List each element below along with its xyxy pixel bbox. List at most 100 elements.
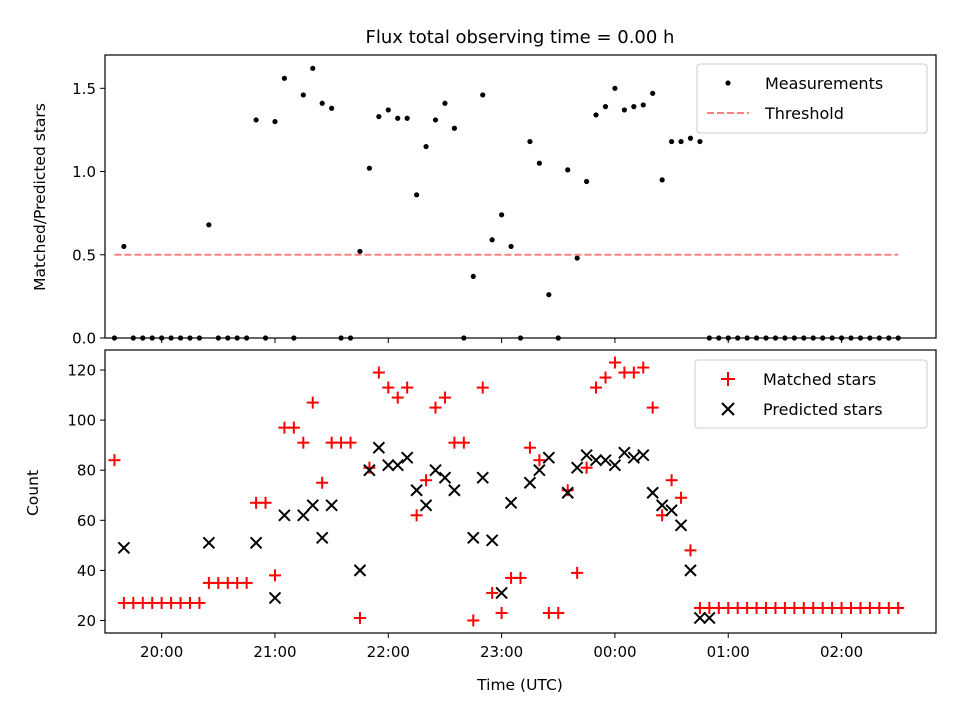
- measurement-point: [281, 75, 288, 81]
- predicted-stars-point: [655, 499, 669, 512]
- top-y-tick-label: 1.5: [72, 80, 96, 98]
- predicted-stars-point: [278, 509, 291, 522]
- measurement-point: [612, 85, 618, 91]
- measurement-point: [206, 222, 212, 228]
- bottom-plot-marks: [108, 356, 905, 627]
- legend-matched-label: Matched stars: [763, 370, 876, 389]
- measurement-point: [621, 107, 627, 113]
- matched-stars-point: [287, 421, 300, 434]
- matched-stars-point: [391, 391, 404, 404]
- top-panel: Matched/Predicted stars 0.0 0.5 1.0 1.5 Mea…: [31, 54, 937, 348]
- legend-predicted-marker: [721, 402, 735, 416]
- predicted-stars-point: [618, 446, 631, 459]
- measurement-point: [659, 177, 665, 183]
- predicted-stars-point: [495, 586, 508, 600]
- matched-stars-point: [646, 401, 659, 414]
- bottom-x-ticks: 20:00 21:00 22:00 23:00 00:00 01:00 02:00: [140, 633, 863, 661]
- predicted-stars-point: [325, 499, 338, 512]
- predicted-stars-point: [438, 471, 452, 484]
- measurement-point: [650, 90, 656, 96]
- measurement-point: [687, 135, 694, 141]
- predicted-stars-point: [608, 458, 622, 472]
- matched-stars-point: [429, 401, 442, 414]
- predicted-stars-point: [410, 484, 423, 497]
- matched-stars-point: [240, 576, 253, 589]
- matched-stars-point: [410, 509, 423, 522]
- measurement-point: [678, 138, 684, 145]
- measurement-point: [668, 138, 675, 145]
- measurement-point: [319, 100, 325, 106]
- predicted-stars-point: [523, 476, 537, 489]
- matched-stars-point: [438, 391, 451, 404]
- predicted-stars-point: [429, 464, 442, 477]
- predicted-stars-point: [533, 464, 546, 477]
- predicted-stars-point: [391, 458, 404, 472]
- measurement-point: [404, 115, 410, 121]
- matched-stars-point: [344, 436, 357, 449]
- measurement-point: [602, 104, 609, 110]
- bottom-legend-box: [694, 359, 928, 429]
- predicted-stars-point: [485, 534, 499, 547]
- matched-stars-point: [306, 396, 319, 409]
- predicted-stars-point: [476, 471, 489, 484]
- legend-threshold-label: Threshold: [764, 104, 844, 123]
- matched-stars-point: [268, 569, 281, 582]
- matched-stars-point: [599, 371, 612, 384]
- predicted-stars-point: [306, 499, 319, 512]
- matched-stars-point: [523, 441, 536, 454]
- matched-stars-point: [382, 381, 395, 394]
- predicted-stars-point: [382, 458, 395, 472]
- measurement-point: [536, 160, 542, 166]
- bottom-axes-frame: [104, 349, 937, 634]
- bottom-legend: Matched stars Predicted stars: [694, 359, 928, 429]
- predicted-stars-point: [448, 484, 461, 497]
- predicted-stars-point: [674, 519, 688, 532]
- predicted-stars-point: [363, 464, 376, 477]
- measurement-point: [385, 107, 391, 113]
- legend-measurements-label: Measurements: [765, 74, 883, 93]
- measurement-point: [470, 273, 476, 280]
- matched-stars-point: [533, 454, 546, 467]
- predicted-stars-point: [561, 486, 574, 499]
- matched-stars-point: [608, 356, 621, 369]
- predicted-stars-point: [684, 564, 697, 577]
- top-y-tick-label: 1.0: [72, 163, 96, 181]
- bottom-x-tick-label: 02:00: [820, 643, 863, 661]
- bottom-x-tick-label: 23:00: [480, 643, 523, 661]
- matched-stars-point: [675, 491, 688, 504]
- predicted-stars-point: [627, 451, 641, 464]
- predicted-stars-point: [504, 496, 518, 509]
- measurement-point: [395, 115, 401, 121]
- matched-stars-point: [297, 436, 310, 449]
- matched-stars-point: [316, 476, 329, 489]
- measurement-point: [432, 117, 439, 123]
- matched-stars-point: [108, 454, 121, 467]
- bottom-y-ticks: 20 40 60 80 100 120: [67, 362, 105, 630]
- bottom-x-tick-label: 20:00: [140, 643, 183, 661]
- bottom-x-tick-label: 22:00: [367, 643, 410, 661]
- predicted-stars-point: [315, 531, 329, 545]
- predicted-stars-point: [646, 486, 659, 499]
- matched-stars-point: [420, 474, 433, 487]
- matched-stars-point: [259, 496, 272, 509]
- legend-matched-marker: [721, 372, 735, 386]
- measurement-point: [584, 178, 590, 185]
- predicted-stars-point: [268, 591, 282, 605]
- figure-title: Flux total observing time = 0.00 h: [366, 27, 675, 48]
- measurement-point: [574, 255, 580, 261]
- matched-stars-point: [580, 461, 593, 474]
- matched-stars-point: [590, 381, 603, 394]
- matched-stars-point: [495, 606, 508, 619]
- measurement-point: [546, 292, 552, 298]
- measurement-point: [366, 165, 373, 171]
- matched-stars-point: [401, 381, 414, 394]
- measurement-point: [414, 192, 420, 198]
- measurement-point: [527, 138, 533, 145]
- predicted-stars-point: [580, 448, 593, 462]
- measurement-point: [489, 237, 495, 243]
- measurement-point: [508, 243, 514, 250]
- bottom-x-tick-label: 00:00: [593, 643, 636, 661]
- measurement-point: [640, 102, 646, 108]
- matched-stars-point: [193, 596, 206, 609]
